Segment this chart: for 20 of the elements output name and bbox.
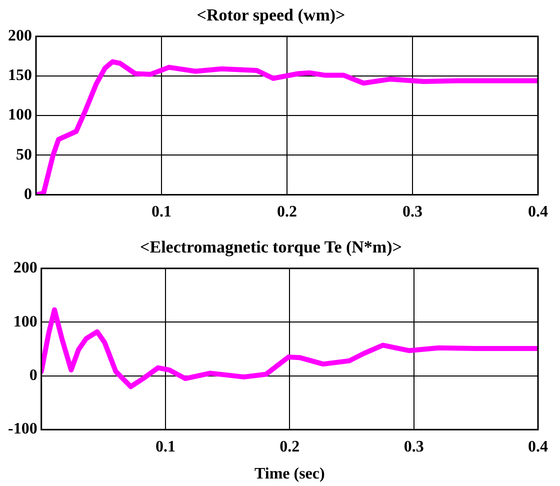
chart-title: <Electromagnetic torque Te (N*m)> — [140, 238, 402, 257]
x-tick-label: 0.4 — [528, 204, 548, 221]
x-tick-label: 0.1 — [155, 438, 176, 456]
y-tick-label: -100 — [8, 420, 38, 438]
x-tick-label: 0.2 — [277, 204, 297, 221]
y-tick-label: 200 — [13, 260, 38, 277]
x-tick-label: 0.3 — [404, 438, 424, 456]
y-tick-label: 0 — [24, 186, 32, 203]
x-tick-label: 0.3 — [402, 204, 422, 221]
y-tick-label: 150 — [8, 67, 32, 84]
x-tick-label: 0.4 — [528, 438, 548, 456]
x-tick-label: 0.1 — [152, 204, 172, 221]
x-tick-label: 0.2 — [280, 438, 300, 456]
y-tick-label: 100 — [13, 313, 38, 330]
chart-title: <Rotor speed (wm)> — [196, 6, 346, 25]
y-tick-label: 50 — [16, 146, 32, 164]
y-tick-label: 100 — [8, 106, 32, 124]
y-tick-label: 0 — [29, 367, 38, 384]
x-axis-title: Time (sec) — [254, 466, 325, 483]
y-tick-label: 200 — [8, 28, 32, 45]
